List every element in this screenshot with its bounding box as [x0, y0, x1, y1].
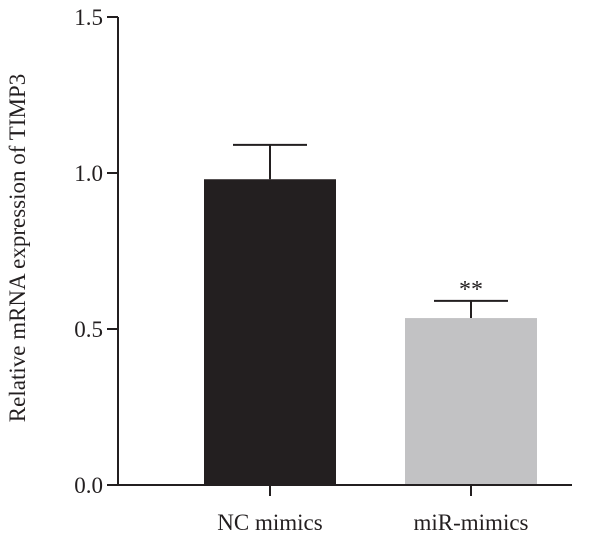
y-tick-label: 1.0	[74, 161, 103, 186]
x-axis-ticks: NC mimics miR-mimics	[217, 485, 529, 535]
y-axis-ticks: 0.0 0.5 1.0 1.5	[74, 5, 118, 498]
bar	[204, 179, 336, 486]
y-tick-label: 0.5	[74, 317, 103, 342]
x-tick-label: NC mimics	[217, 510, 322, 535]
x-tick-label: miR-mimics	[414, 510, 529, 535]
y-tick-label: 1.5	[74, 5, 103, 30]
y-tick-label: 0.0	[74, 473, 103, 498]
bars-group: **	[204, 143, 537, 486]
bar	[405, 318, 537, 485]
significance-label: **	[459, 277, 483, 303]
y-axis-label: Relative mRNA expression of TIMP3	[5, 74, 30, 422]
